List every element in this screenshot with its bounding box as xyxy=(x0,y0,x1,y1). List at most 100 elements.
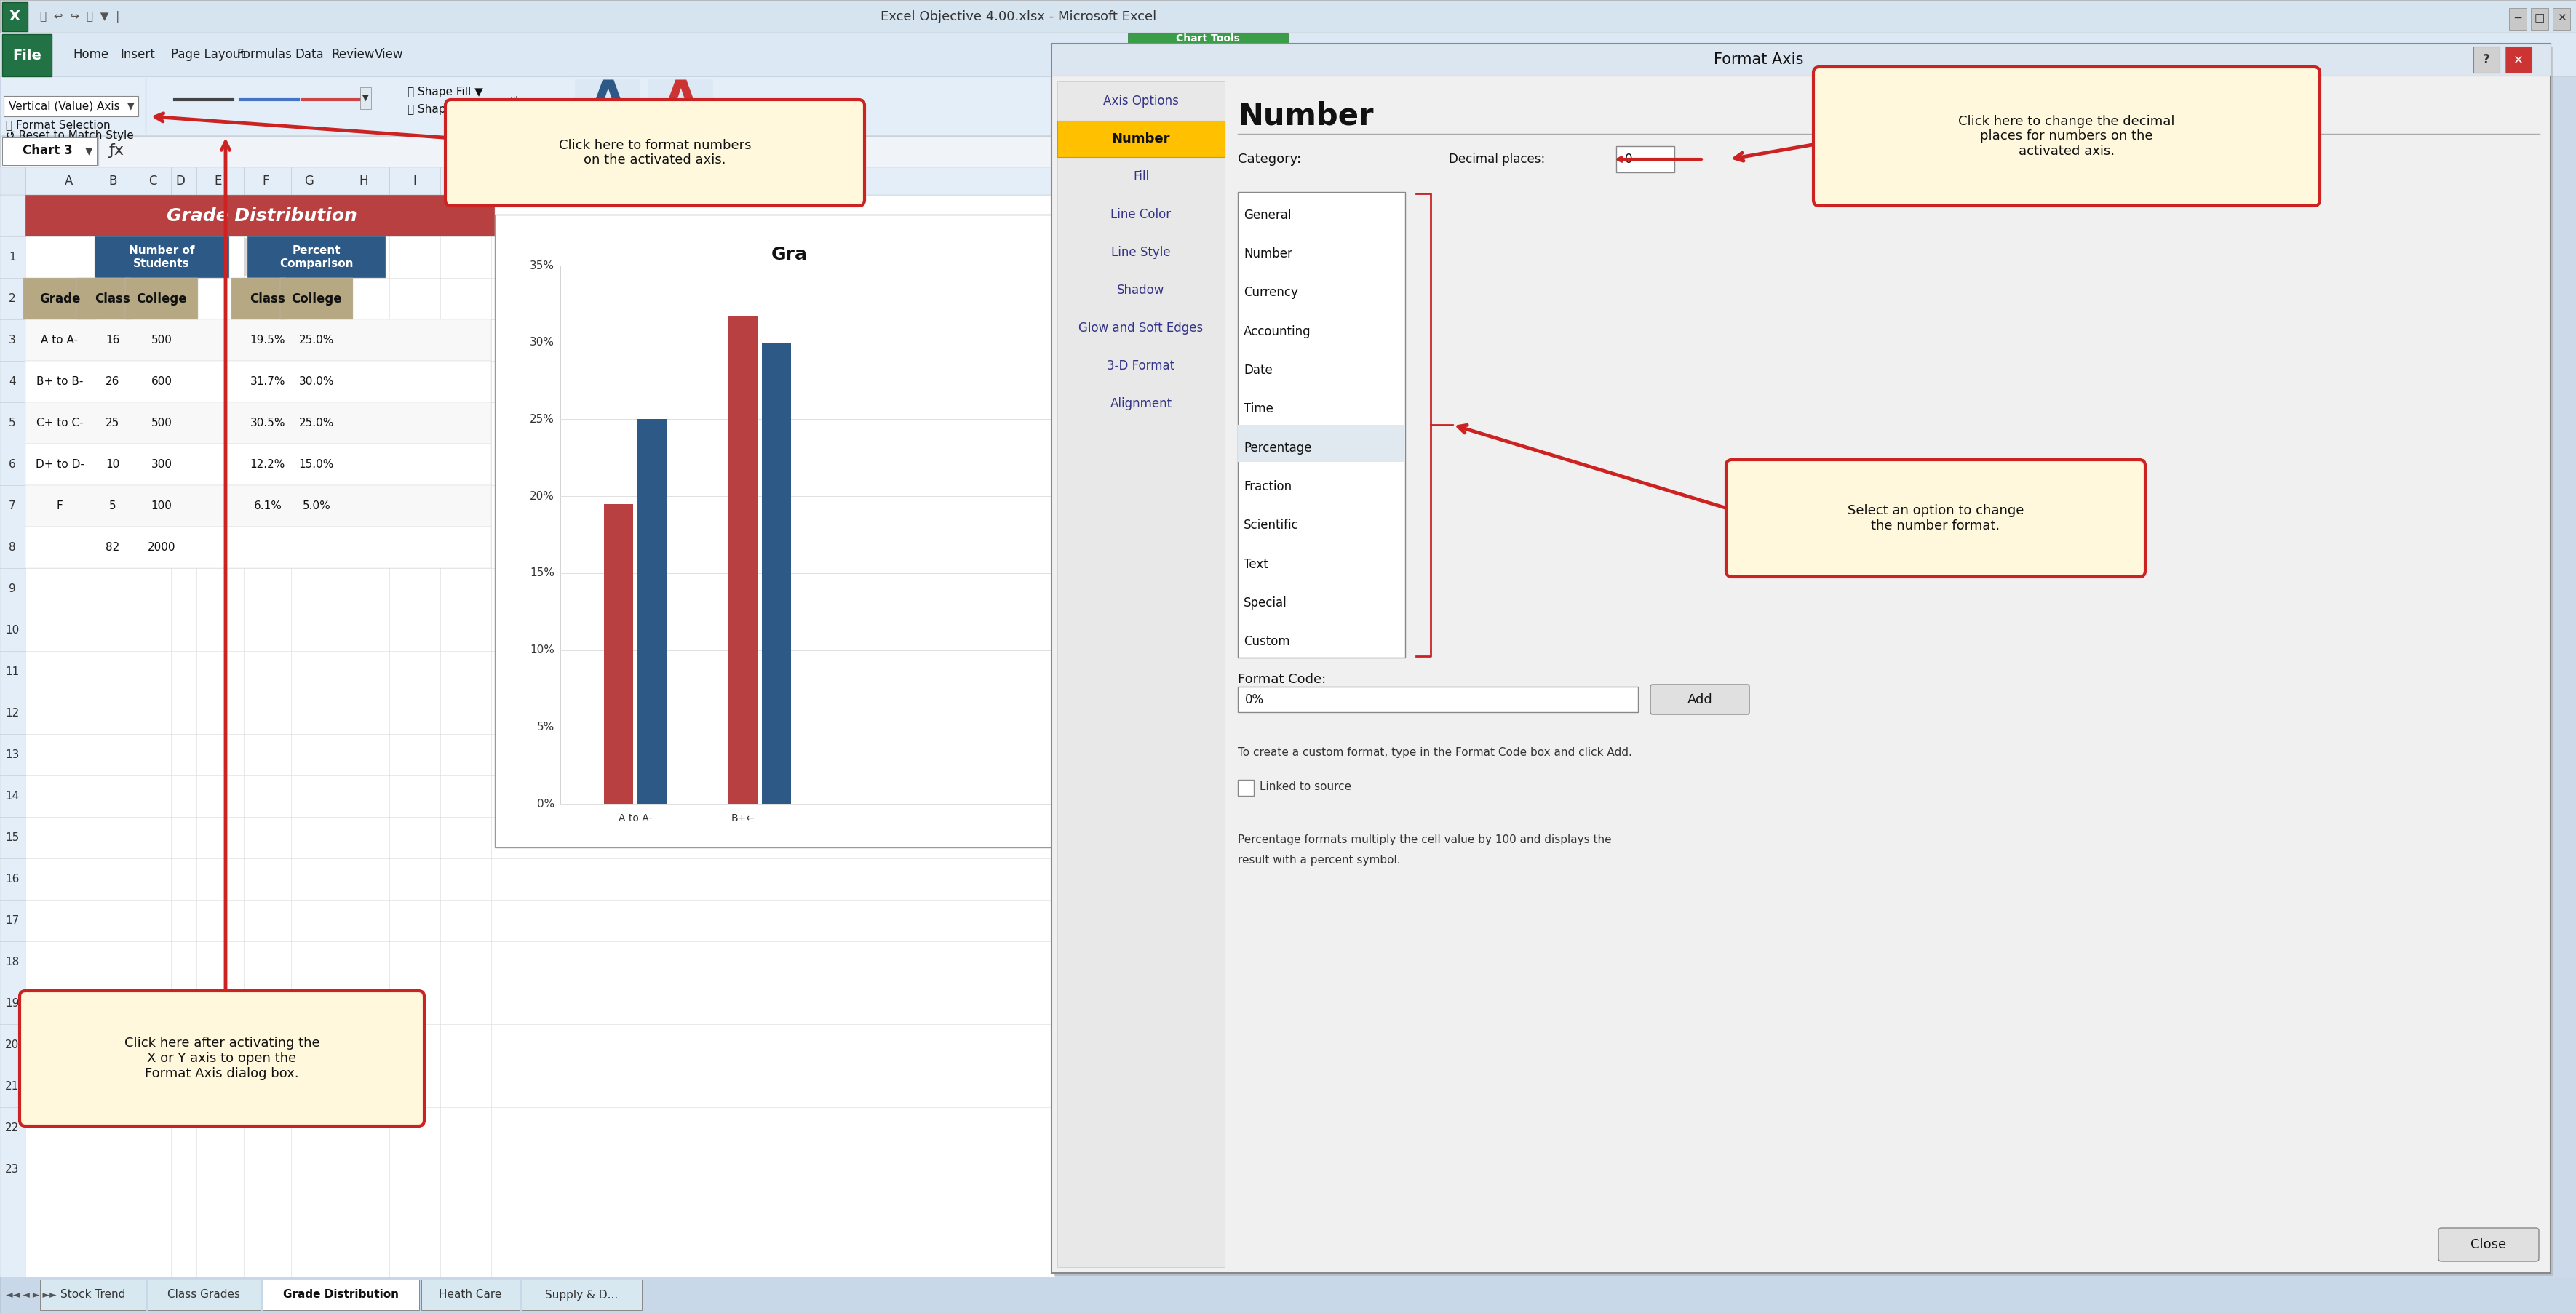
FancyBboxPatch shape xyxy=(636,419,667,804)
Text: 21: 21 xyxy=(5,1081,21,1092)
FancyBboxPatch shape xyxy=(1615,146,1674,172)
FancyBboxPatch shape xyxy=(2473,46,2499,72)
Text: 25: 25 xyxy=(106,418,118,428)
FancyBboxPatch shape xyxy=(95,236,229,278)
Text: 5: 5 xyxy=(8,418,15,428)
Text: 30.0%: 30.0% xyxy=(299,376,335,387)
Text: 300: 300 xyxy=(152,460,173,470)
Text: 📐 Shape Outline ▼: 📐 Shape Outline ▼ xyxy=(407,104,507,114)
Text: 6: 6 xyxy=(8,460,15,470)
Text: 10: 10 xyxy=(5,625,21,635)
Text: Formulas: Formulas xyxy=(237,49,291,62)
Text: 22: 22 xyxy=(5,1123,21,1133)
Text: Glow and Soft Edges: Glow and Soft Edges xyxy=(1079,322,1203,335)
FancyBboxPatch shape xyxy=(1649,684,1749,714)
Text: 15.0%: 15.0% xyxy=(299,460,335,470)
Text: 0%: 0% xyxy=(536,798,554,809)
Text: Linked to source: Linked to source xyxy=(1260,781,1350,793)
Text: 12: 12 xyxy=(5,708,21,718)
Text: College: College xyxy=(291,291,343,305)
Text: 20%: 20% xyxy=(531,491,554,502)
FancyBboxPatch shape xyxy=(281,278,353,319)
FancyBboxPatch shape xyxy=(147,1280,260,1310)
Text: 10%: 10% xyxy=(531,645,554,655)
Text: H: H xyxy=(358,175,368,188)
Text: Vertical (Value) Axis: Vertical (Value) Axis xyxy=(8,101,118,112)
FancyBboxPatch shape xyxy=(1054,46,2553,1276)
Text: C+ to C-: C+ to C- xyxy=(36,418,82,428)
Text: E: E xyxy=(214,175,222,188)
Text: Grade: Grade xyxy=(39,291,80,305)
Text: A: A xyxy=(662,77,698,126)
Text: Shadow: Shadow xyxy=(1118,284,1164,297)
FancyBboxPatch shape xyxy=(1236,192,1404,658)
Text: Time: Time xyxy=(1244,403,1273,416)
Text: To create a custom format, type in the Format Code box and click Add.: To create a custom format, type in the F… xyxy=(1236,747,1631,758)
FancyBboxPatch shape xyxy=(1051,43,2550,76)
Text: Layout: Layout xyxy=(1190,56,1231,70)
Text: Page Layout: Page Layout xyxy=(170,49,245,62)
FancyBboxPatch shape xyxy=(26,361,492,402)
Text: Percent
Comparison: Percent Comparison xyxy=(281,246,353,269)
FancyBboxPatch shape xyxy=(232,278,286,319)
Text: Chart Tools: Chart Tools xyxy=(1175,33,1239,43)
Text: Number of
Students: Number of Students xyxy=(129,246,193,269)
Text: 6.1%: 6.1% xyxy=(252,500,281,511)
FancyBboxPatch shape xyxy=(647,79,714,129)
Text: 16: 16 xyxy=(5,873,21,885)
Text: ▼: ▼ xyxy=(126,101,134,110)
FancyBboxPatch shape xyxy=(0,0,2576,33)
FancyBboxPatch shape xyxy=(0,167,1054,194)
Text: 5%: 5% xyxy=(536,721,554,733)
Text: 2: 2 xyxy=(8,293,15,305)
Text: 500: 500 xyxy=(152,418,173,428)
Text: A to A-: A to A- xyxy=(41,335,77,345)
Text: ?: ? xyxy=(2483,53,2488,66)
Text: 3: 3 xyxy=(8,335,15,345)
Text: D: D xyxy=(175,175,185,188)
Text: B: B xyxy=(108,175,116,188)
FancyBboxPatch shape xyxy=(1236,425,1404,462)
Text: 14: 14 xyxy=(5,790,21,802)
Text: Excel Objective 4.00.xlsx - Microsoft Excel: Excel Objective 4.00.xlsx - Microsoft Ex… xyxy=(881,11,1157,24)
FancyBboxPatch shape xyxy=(0,33,2576,76)
Text: Axis Options: Axis Options xyxy=(1103,95,1177,108)
Text: 82: 82 xyxy=(106,542,118,553)
Text: Category:: Category: xyxy=(1236,152,1301,165)
Text: 0: 0 xyxy=(1625,152,1633,165)
Text: 1: 1 xyxy=(8,252,15,263)
FancyBboxPatch shape xyxy=(3,34,52,76)
Text: Class: Class xyxy=(250,291,286,305)
Text: 19: 19 xyxy=(5,998,21,1008)
FancyBboxPatch shape xyxy=(446,100,863,206)
Text: A: A xyxy=(590,77,626,126)
Text: G: G xyxy=(304,175,314,188)
Text: Line Color: Line Color xyxy=(1110,207,1172,221)
Text: D+ to D-: D+ to D- xyxy=(36,460,85,470)
FancyBboxPatch shape xyxy=(2437,1228,2537,1262)
FancyBboxPatch shape xyxy=(26,194,1054,1313)
Text: Click here after activating the
X or Y axis to open the
Format Axis dialog box.: Click here after activating the X or Y a… xyxy=(124,1037,319,1081)
Text: Sha: Sha xyxy=(510,96,526,106)
Text: J: J xyxy=(461,175,464,188)
Text: Special: Special xyxy=(1244,596,1288,609)
FancyBboxPatch shape xyxy=(3,96,139,117)
Text: Custom: Custom xyxy=(1244,635,1291,649)
Text: 20: 20 xyxy=(5,1040,21,1050)
FancyBboxPatch shape xyxy=(245,238,247,277)
Text: 30%: 30% xyxy=(531,337,554,348)
FancyBboxPatch shape xyxy=(26,486,492,527)
Text: 3-D Format: 3-D Format xyxy=(1108,360,1175,373)
Text: □: □ xyxy=(2535,13,2545,24)
FancyBboxPatch shape xyxy=(21,991,425,1127)
Text: I: I xyxy=(412,175,417,188)
Text: F: F xyxy=(57,500,62,511)
Text: 0%: 0% xyxy=(1244,693,1265,706)
FancyBboxPatch shape xyxy=(126,278,198,319)
Text: Format Code:: Format Code: xyxy=(1236,672,1327,685)
FancyBboxPatch shape xyxy=(1726,460,2146,576)
Text: 2000: 2000 xyxy=(147,542,175,553)
Text: 35%: 35% xyxy=(531,260,554,270)
Text: 9: 9 xyxy=(8,583,15,595)
Text: 8: 8 xyxy=(8,542,15,553)
